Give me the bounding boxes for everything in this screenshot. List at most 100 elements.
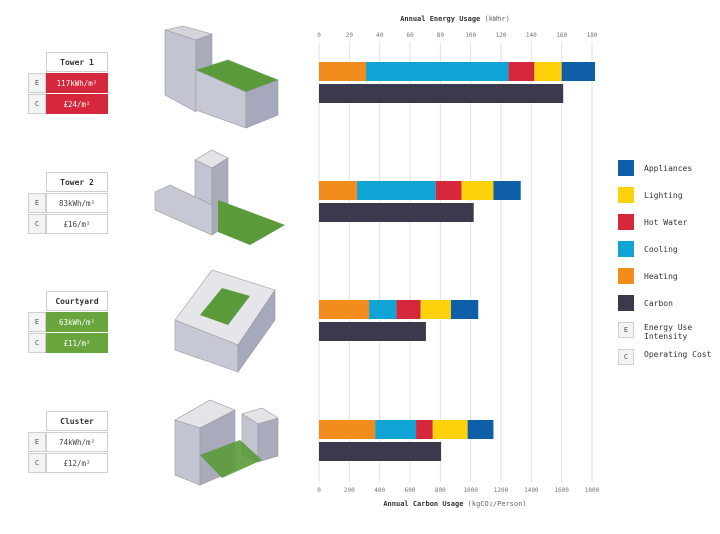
carbon-bar [319,203,474,222]
legend-label: Cooling [644,245,678,254]
tower-1-illustration [163,25,279,129]
legend-key-box: C [618,349,634,365]
cost-value: £12/m² [46,453,108,473]
energy-bar-hot-water [508,62,535,81]
energy-value: 74kWh/m² [46,432,108,452]
bottom-tick-label: 400 [374,487,385,494]
energy-key: E [28,193,46,213]
bottom-tick-label: 600 [405,487,416,494]
energy-bar-cooling [375,420,417,439]
legend-label: Appliances [644,164,693,173]
cost-row: C £16/m² [28,214,108,234]
legend-item-heating: Heating [618,266,720,286]
top-axis-title: Annual Energy Usage (kWhr) [400,15,510,23]
top-tick-label: 80 [437,32,445,39]
cost-row: C £11/m² [28,333,108,353]
energy-bar-appliances [450,300,479,319]
energy-bar-heating [319,62,367,81]
legend-label: Energy Use Intensity [644,323,693,341]
energy-bar-heating [319,420,376,439]
legend-label: Lighting [644,191,683,200]
energy-bar-cooling [356,181,436,200]
cost-row: C £12/m² [28,453,108,473]
cost-key: C [28,453,46,473]
top-tick-label: 100 [465,32,476,39]
carbon-bar [319,84,564,103]
building-name: Courtyard [46,291,108,311]
energy-bar-lighting [432,420,468,439]
top-tick-label: 0 [317,32,321,39]
top-tick-label: 120 [496,32,507,39]
legend-swatch [618,241,634,257]
cluster-illustration [174,399,279,486]
top-tick-label: 180 [587,32,598,39]
energy-bar-hot-water [435,181,462,200]
cost-key: C [28,214,46,234]
cost-value: £11/m² [46,333,108,353]
energy-row: E 74kWh/m² [28,432,108,452]
energy-bar-appliances [467,420,494,439]
top-tick-label: 160 [556,32,567,39]
energy-bar-appliances [561,62,596,81]
courtyard-illustration [174,269,276,373]
bottom-tick-label: 1800 [585,487,600,494]
bottom-axis-ticks: 0 200 400 600 800 1000 1200 1400 1600 1800 [317,487,599,494]
energy-value: 117kWh/m² [46,73,108,93]
legend-item-hot-water: Hot Water [618,212,720,232]
legend-label: Heating [644,272,678,281]
bottom-tick-label: 200 [344,487,355,494]
cost-row: C £24/m² [28,94,108,114]
legend-label: Hot Water [644,218,688,227]
legend-swatch [618,187,634,203]
legend-item-appliances: Appliances [618,158,720,178]
cost-value: £24/m² [46,94,108,114]
bottom-tick-label: 800 [435,487,446,494]
energy-bar-lighting [534,62,562,81]
legend-label: Carbon [644,299,673,308]
bottom-tick-label: 1000 [463,487,478,494]
energy-row: E 63kWh/m² [28,312,108,332]
cost-key: C [28,333,46,353]
energy-key: E [28,312,46,332]
legend-label: Operating Cost [644,350,712,359]
bottom-tick-label: 1200 [494,487,509,494]
cost-value: £16/m² [46,214,108,234]
top-tick-label: 40 [376,32,384,39]
top-axis-ticks: 0 20 40 60 80 100 120 140 160 180 [317,32,598,39]
energy-bar-cooling [369,300,397,319]
energy-key: E [28,73,46,93]
bars [319,62,596,461]
legend-item-lighting: Lighting [618,185,720,205]
energy-bar-lighting [420,300,451,319]
legend-item-cooling: Cooling [618,239,720,259]
bottom-axis-title: Annual Carbon Usage (kgCO₂/Person) [383,500,526,508]
building-name: Tower 2 [46,172,108,192]
legend-item-operating-cost: C Operating Cost [618,347,720,367]
building-name: Tower 1 [46,52,108,72]
legend-swatch [618,268,634,284]
energy-row: E 117kWh/m² [28,73,108,93]
tower-2-illustration [154,149,285,245]
energy-bar-hot-water [416,420,433,439]
energy-bar-heating [319,181,357,200]
legend-swatch [618,160,634,176]
energy-bar-appliances [493,181,521,200]
gridlines [318,42,593,482]
top-tick-label: 20 [346,32,354,39]
top-tick-label: 60 [406,32,414,39]
cost-key: C [28,94,46,114]
bottom-tick-label: 1400 [524,487,539,494]
energy-bar-cooling [366,62,509,81]
energy-value: 63kWh/m² [46,312,108,332]
energy-bar-lighting [461,181,494,200]
energy-bar-heating [319,300,370,319]
bottom-tick-label: 1600 [554,487,569,494]
legend-swatch [618,295,634,311]
energy-row: E 83kWh/m² [28,193,108,213]
top-tick-label: 140 [526,32,537,39]
legend-item-carbon: Carbon [618,293,720,313]
legend-swatch [618,214,634,230]
legend-item-energy-use-intensity: E Energy Use Intensity [618,320,720,341]
energy-bar-hot-water [396,300,421,319]
